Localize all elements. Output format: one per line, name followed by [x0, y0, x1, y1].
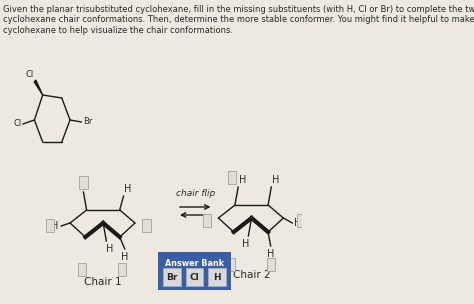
Text: H: H	[267, 249, 274, 259]
Text: Br: Br	[83, 118, 92, 126]
Bar	[46, 219, 54, 232]
Text: chair flip: chair flip	[175, 189, 215, 198]
Bar	[228, 171, 236, 184]
Text: H: H	[106, 244, 113, 254]
Bar	[266, 257, 275, 271]
Bar	[297, 213, 305, 226]
Text: H: H	[213, 272, 221, 282]
Text: H: H	[272, 175, 279, 185]
Text: H: H	[242, 239, 249, 249]
Text: H: H	[124, 184, 132, 194]
Bar	[79, 175, 88, 188]
Bar	[203, 213, 211, 226]
Text: Cl: Cl	[13, 119, 22, 129]
Text: Chair 1: Chair 1	[84, 277, 122, 287]
Bar	[209, 268, 226, 286]
Bar	[186, 268, 203, 286]
Text: H: H	[79, 180, 86, 190]
Bar	[142, 219, 151, 232]
Polygon shape	[34, 80, 43, 95]
Bar	[118, 262, 127, 275]
Bar	[227, 257, 235, 271]
Bar	[163, 268, 181, 286]
Text: Br: Br	[166, 272, 177, 282]
Text: Chair 2: Chair 2	[233, 270, 270, 280]
Text: H: H	[51, 221, 59, 231]
Bar	[78, 262, 86, 275]
Text: Cl: Cl	[190, 272, 200, 282]
Text: H: H	[239, 175, 246, 185]
Text: Answer Bank: Answer Bank	[165, 259, 224, 268]
Text: H: H	[121, 252, 128, 262]
Text: H: H	[293, 218, 301, 228]
Bar	[158, 252, 231, 290]
Text: Cl: Cl	[26, 70, 34, 79]
Text: Given the planar trisubstituted cyclohexane, fill in the missing substituents (w: Given the planar trisubstituted cyclohex…	[3, 5, 474, 35]
